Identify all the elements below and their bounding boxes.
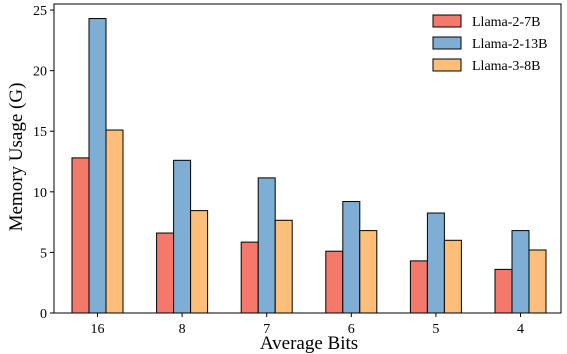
y-tick-label: 20	[33, 65, 47, 80]
legend-swatch-llama-2-13b	[432, 36, 462, 50]
bar-llama-2-7b-8	[156, 232, 175, 314]
plot-frame	[53, 3, 562, 314]
bar-llama-2-7b-7	[240, 241, 259, 314]
bar-llama-3-8b-7	[274, 219, 293, 314]
ticks-layer: 0 5 10 15 20 25 16 8 7 6 5 4	[33, 4, 524, 337]
y-tick-label: 5	[40, 246, 47, 261]
bar-llama-2-7b-4	[494, 268, 513, 314]
y-tick-label: 0	[40, 307, 47, 322]
x-tick-label: 6	[348, 322, 355, 337]
y-tick-label: 15	[33, 125, 47, 140]
y-tick-label: 10	[33, 186, 47, 201]
y-tick-label: 25	[33, 4, 47, 19]
bar-llama-2-13b-5	[426, 212, 445, 314]
bar-llama-3-8b-16	[105, 129, 124, 314]
x-tick-label: 16	[91, 322, 105, 337]
legend-label-llama-2-7b: Llama-2-7B	[472, 15, 540, 30]
x-tick-label: 8	[179, 322, 186, 337]
bar-llama-2-13b-4	[511, 230, 530, 314]
legend-swatch-llama-3-8b	[432, 58, 462, 72]
legend-label-llama-2-13b: Llama-2-13B	[472, 37, 547, 52]
legend-swatch-llama-2-7b	[432, 14, 462, 28]
legend-label-llama-3-8b: Llama-3-8B	[472, 59, 540, 74]
bar-llama-2-13b-7	[257, 177, 276, 314]
bar-llama-2-7b-5	[409, 260, 428, 314]
bar-llama-3-8b-5	[443, 239, 462, 314]
bar-llama-3-8b-4	[528, 249, 547, 314]
x-tick-label: 7	[263, 322, 270, 337]
bar-llama-2-7b-6	[325, 250, 344, 314]
x-tick-label: 5	[432, 322, 439, 337]
bar-llama-2-13b-6	[342, 201, 361, 314]
legend: Llama-2-7B Llama-2-13B Llama-3-8B	[432, 14, 547, 74]
axes-layer	[53, 3, 562, 314]
bar-llama-2-7b-16	[71, 157, 90, 314]
bar-llama-3-8b-6	[359, 230, 378, 314]
x-axis-title: Average Bits	[260, 333, 358, 354]
bar-llama-2-13b-16	[88, 18, 107, 314]
bar-llama-3-8b-8	[190, 210, 209, 314]
x-tick-label: 4	[517, 322, 524, 337]
bar-llama-2-13b-8	[173, 159, 192, 314]
y-axis-title: Memory Usage (G)	[6, 83, 27, 232]
